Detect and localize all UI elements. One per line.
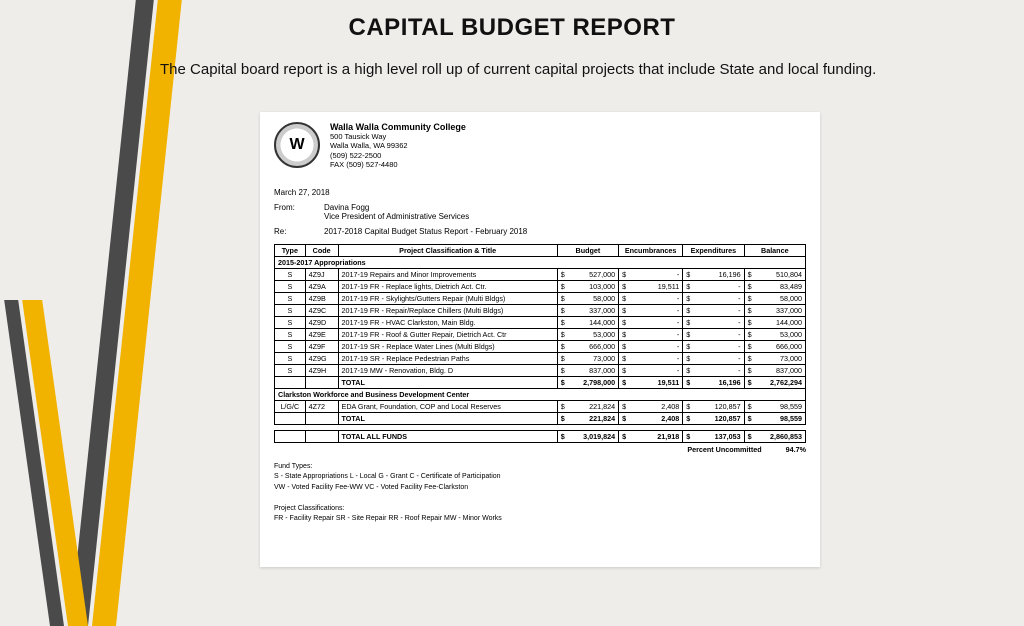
table-row: S4Z9F2017-19 SR - Replace Water Lines (M… [275,340,806,352]
proj-class-label: Project Classifications: [274,504,806,515]
re-text: 2017-2018 Capital Budget Status Report -… [324,227,527,236]
table-header-row: Type Code Project Classification & Title… [275,244,806,256]
percent-value: 94.7% [786,445,806,454]
table-row: S4Z9C2017-19 FR - Repair/Replace Chiller… [275,304,806,316]
proj-class-text: FR - Facility Repair SR - Site Repair RR… [274,514,806,525]
fund-types-label: Fund Types: [274,462,806,473]
logo-text: W [289,136,304,154]
org-addr2: Walla Walla, WA 99362 [330,141,466,150]
th-exp: Expenditures [683,244,744,256]
table-row: S4Z9D2017-19 FR - HVAC Clarkston, Main B… [275,316,806,328]
total-row: TOTAL$221,824$2,408$120,857$98,559 [275,412,806,424]
th-title: Project Classification & Title [338,244,557,256]
org-addr1: 500 Tausick Way [330,132,466,141]
section-row: Clarkston Workforce and Business Develop… [275,388,806,400]
org-phone: (509) 522-2500 [330,151,466,160]
table-row: S4Z9G2017-19 SR - Replace Pedestrian Pat… [275,352,806,364]
slide-intro: The Capital board report is a high level… [160,60,964,80]
from-name: Davina Fogg [324,203,469,212]
letterhead: W Walla Walla Community College 500 Taus… [274,122,806,170]
total-row: TOTAL$2,798,000$19,511$16,196$2,762,294 [275,376,806,388]
th-budget: Budget [557,244,618,256]
from-label: From: [274,203,324,221]
re-label: Re: [274,227,324,236]
th-code: Code [305,244,338,256]
table-row: S4Z9E2017-19 FR - Roof & Gutter Repair, … [275,328,806,340]
slide-title: CAPITAL BUDGET REPORT [0,14,1024,42]
table-row: L/G/C4Z72EDA Grant, Foundation, COP and … [275,400,806,412]
fund-types-line2: VW - Voted Facility Fee-WW VC - Voted Fa… [274,483,806,494]
table-row: S4Z9J2017-19 Repairs and Minor Improveme… [275,268,806,280]
th-bal: Balance [744,244,805,256]
budget-table: Type Code Project Classification & Title… [274,244,806,443]
table-row: S4Z9A2017-19 FR - Replace lights, Dietri… [275,280,806,292]
th-type: Type [275,244,306,256]
percent-uncommitted: Percent Uncommitted 94.7% [274,445,806,454]
section-row: 2015-2017 Appropriations [275,256,806,268]
th-enc: Encumbrances [619,244,683,256]
table-row: S4Z9B2017-19 FR - Skylights/Gutters Repa… [275,292,806,304]
from-title: Vice President of Administrative Service… [324,212,469,221]
org-name: Walla Walla Community College [330,122,466,132]
document-preview: W Walla Walla Community College 500 Taus… [260,112,820,567]
memo-date: March 27, 2018 [274,188,806,197]
table-row: S4Z9H2017-19 MW - Renovation, Bldg. D$83… [275,364,806,376]
fund-types-line1: S - State Appropriations L - Local G - G… [274,472,806,483]
total-row: TOTAL ALL FUNDS$3,019,824$21,918$137,053… [275,430,806,442]
org-logo: W [274,122,320,168]
percent-label: Percent Uncommitted [687,445,761,454]
org-fax: FAX (509) 527-4480 [330,160,466,169]
fund-types-note: Fund Types: S - State Appropriations L -… [274,462,806,525]
